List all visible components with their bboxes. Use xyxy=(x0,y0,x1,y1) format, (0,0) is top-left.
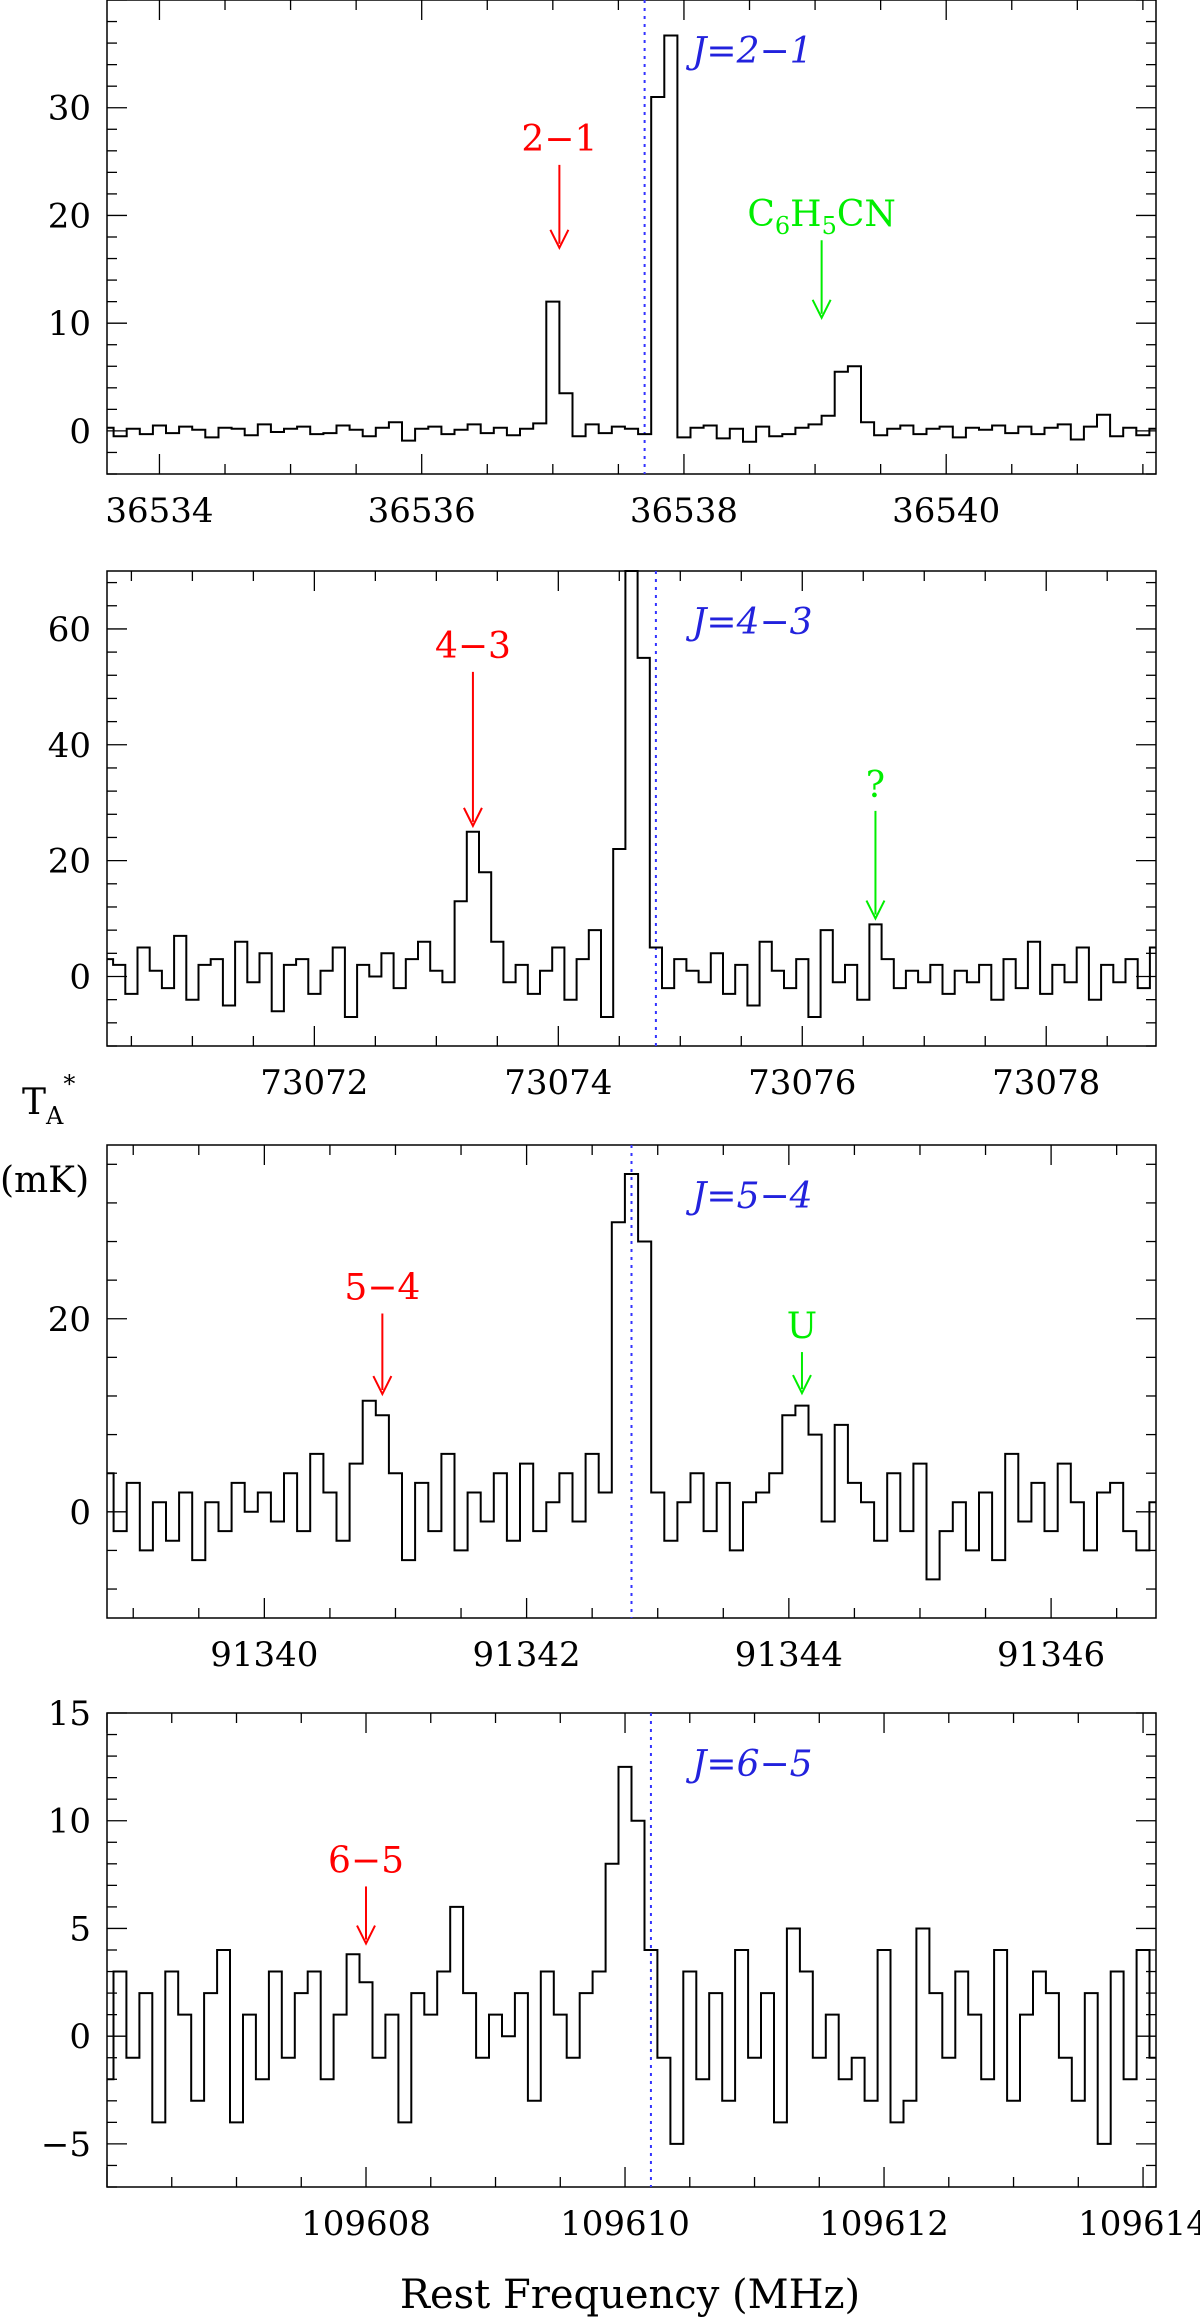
y-tick-label: 20 xyxy=(48,842,91,882)
x-tick-label: 36534 xyxy=(105,491,213,531)
x-tick-label: 109612 xyxy=(819,2204,949,2244)
y-tick-label: 0 xyxy=(69,1493,91,1533)
x-tick-label: 109614 xyxy=(1078,2204,1200,2244)
x-tick-label: 91340 xyxy=(210,1635,318,1675)
x-tick-label: 36540 xyxy=(892,491,1000,531)
y-tick-label: 15 xyxy=(48,1694,91,1734)
line-annotation-label: ? xyxy=(866,765,885,806)
panel-j5-4: 91340 91342 91344 91346 0 20 J=5−4 5−4 U xyxy=(48,1144,1157,1675)
y-tick-label: 20 xyxy=(48,196,91,236)
annotation-arrow-head xyxy=(463,807,483,829)
annotation-arrow-head xyxy=(356,1925,376,1946)
x-tick-label: 91344 xyxy=(735,1635,843,1675)
spectrum-series xyxy=(107,1765,1156,2145)
transition-label: J=6−5 xyxy=(685,1744,813,1785)
transition-label: J=4−3 xyxy=(685,602,813,643)
y-tick-label: 60 xyxy=(48,610,91,650)
annotation-arrow-head xyxy=(549,229,570,251)
x-tick-label: 73076 xyxy=(748,1063,856,1103)
annotation-arrow-head xyxy=(372,1375,393,1397)
y-tick-label: 20 xyxy=(48,1300,91,1340)
annotation-arrow-head xyxy=(792,1374,812,1396)
x-tick-label: 109610 xyxy=(560,2204,690,2244)
panel-j2-1: 36534 36536 36538 36540 0 10 20 30 J=2−1 2−1 C6H5C… xyxy=(48,0,1157,531)
y-tick-label: 10 xyxy=(48,1802,91,1842)
y-tick-label: −5 xyxy=(41,2125,91,2165)
line-annotation-label: 4−3 xyxy=(435,626,511,667)
x-tick-label: 73072 xyxy=(260,1063,368,1103)
spectrum-series xyxy=(107,570,1156,1018)
y-tick-label: 0 xyxy=(69,957,91,997)
transition-label: J=2−1 xyxy=(685,31,813,72)
panel-j4-3: 73072 73074 73076 73078 0 20 40 60 J=4−3 4−3? xyxy=(48,570,1157,1103)
x-tick-label: 36536 xyxy=(368,491,476,531)
transition-label: J=5−4 xyxy=(685,1176,813,1217)
plot-frame xyxy=(106,570,1157,1047)
annotation-arrow-head xyxy=(865,900,886,921)
y-tick-label: 5 xyxy=(69,1909,91,1949)
panel-j6-5: 109608 109610 109612 109614 −5 0 5 10 15 J=6−5 6−5 xyxy=(41,1694,1200,2244)
line-annotation-label: U xyxy=(787,1306,817,1347)
y-axis-label-unit: (mK) xyxy=(0,1160,89,1201)
y-tick-label: 0 xyxy=(69,412,91,452)
line-annotation-label: 2−1 xyxy=(521,119,597,160)
spectrum-series xyxy=(107,1173,1156,1581)
y-tick-label: 30 xyxy=(48,89,91,129)
x-tick-label: 36538 xyxy=(630,491,738,531)
x-tick-label: 91342 xyxy=(473,1635,581,1675)
x-tick-label: 109608 xyxy=(301,2204,431,2244)
line-annotation-label: 5−4 xyxy=(344,1267,420,1308)
line-annotation-label: C6H5CN xyxy=(747,194,896,240)
y-axis-label-main: TA* xyxy=(22,1070,75,1130)
x-axis-label: Rest Frequency (MHz) xyxy=(400,2272,860,2318)
y-tick-label: 0 xyxy=(69,2017,91,2057)
line-annotation-label: 6−5 xyxy=(328,1840,404,1881)
x-tick-label: 73078 xyxy=(992,1063,1100,1103)
spectrum-series xyxy=(107,34,1156,443)
annotation-arrow-head xyxy=(811,299,832,321)
plot-frame xyxy=(106,0,1157,475)
x-tick-label: 73074 xyxy=(504,1063,612,1103)
y-tick-label: 10 xyxy=(48,304,91,344)
y-tick-label: 40 xyxy=(48,726,91,766)
x-tick-label: 91346 xyxy=(997,1635,1105,1675)
